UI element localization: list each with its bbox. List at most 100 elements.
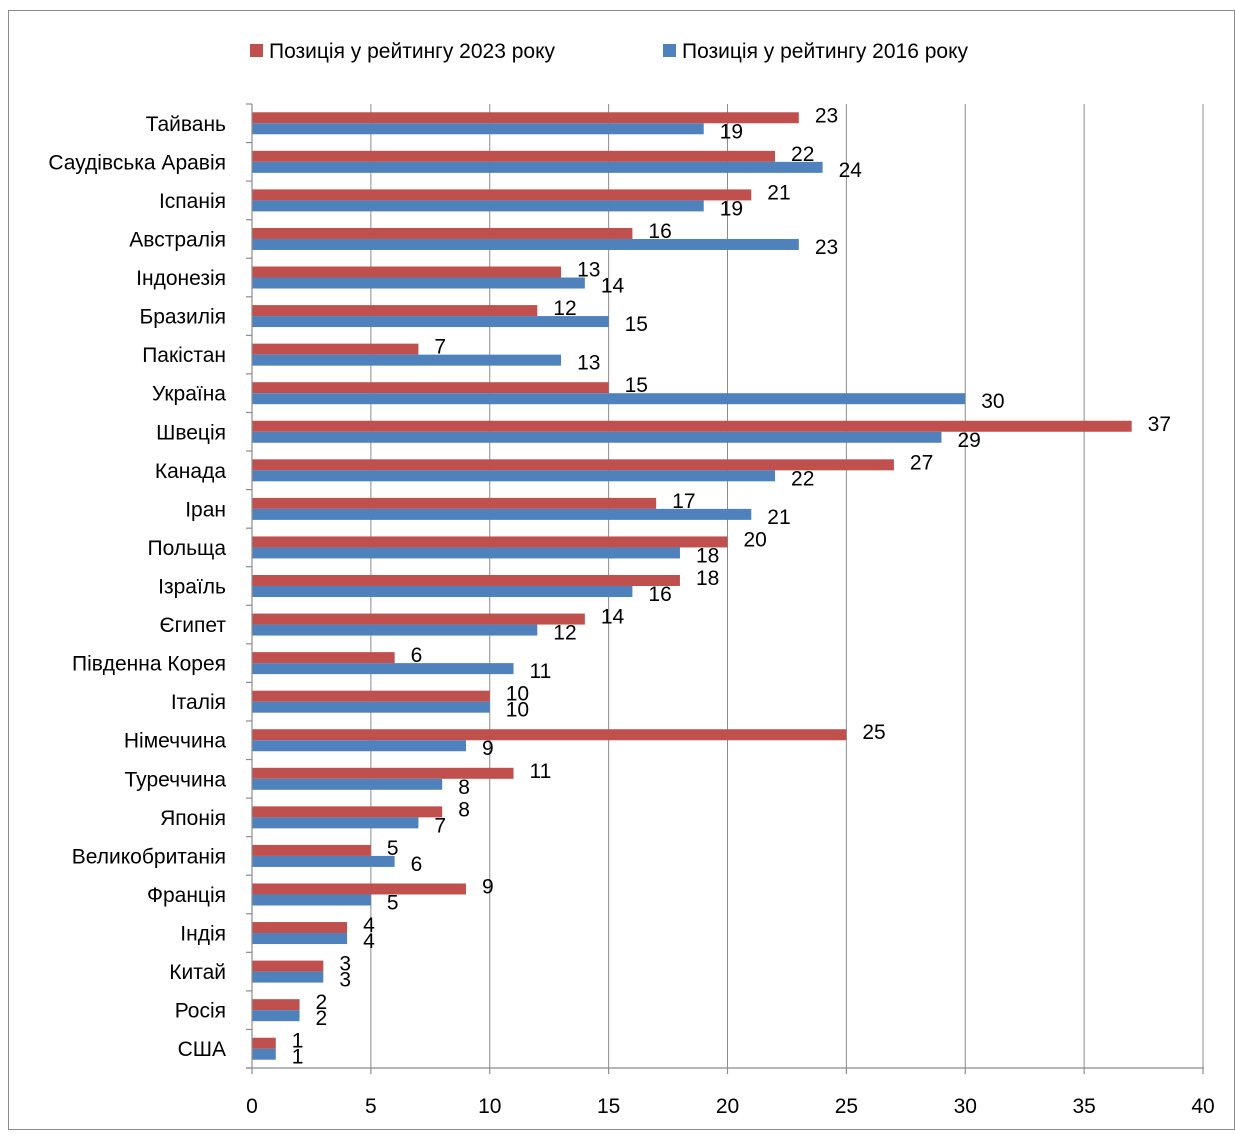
data-label-2023: 8 [458,798,470,821]
category-label: Пакістан [142,344,226,367]
data-label-2016: 5 [387,891,399,914]
bar-2016 [252,894,371,905]
data-label-2016: 24 [839,159,863,182]
data-label-2023: 5 [387,837,399,860]
bar-2016 [252,162,823,173]
bar-2023 [252,691,490,702]
bar-2016 [252,432,941,443]
bar-2023 [252,768,514,779]
data-label-2023: 21 [767,181,790,204]
category-label: Індонезія [136,267,226,290]
data-label-2023: 11 [530,760,552,783]
legend-label: Позиція у рейтингу 2023 року [269,40,555,63]
bar-2023 [252,536,728,547]
bar-2023 [252,652,395,663]
data-label-2016: 21 [767,506,790,529]
category-label: Туреччина [125,768,227,791]
data-label-2016: 8 [458,776,470,799]
data-label-2016: 18 [696,544,719,567]
legend-swatch [663,44,676,57]
category-label: Канада [155,460,226,483]
category-label: Саудівська Аравія [48,151,226,174]
data-label-2016: 1 [292,1046,304,1069]
bar-2023 [252,961,323,972]
data-label-2016: 3 [339,969,351,992]
bar-2023 [252,267,561,278]
bar-2023 [252,883,466,894]
data-label-2016: 14 [601,275,625,298]
data-label-2016: 9 [482,737,494,760]
category-label: Швеція [156,421,226,444]
x-tick-label: 35 [1072,1095,1095,1118]
data-label-2023: 27 [910,451,933,474]
bar-2023 [252,421,1132,432]
category-label: Ізраїль [158,576,226,599]
bar-2023 [252,344,418,355]
category-label: Росія [175,1000,226,1023]
bar-2016 [252,586,632,597]
bar-2023 [252,1038,276,1049]
category-label: Єгипет [160,614,227,637]
category-label: Франція [147,884,226,907]
bar-2016 [252,702,490,713]
data-label-2023: 17 [672,490,695,513]
category-label: Іран [185,498,226,521]
bar-2023 [252,228,632,239]
category-label: Німеччина [124,730,226,753]
x-tick-label: 25 [835,1095,858,1118]
x-tick-label: 15 [597,1095,620,1118]
category-label: Іспанія [159,190,226,213]
category-label: Бразилія [139,306,226,329]
category-label: Тайвань [146,113,226,136]
bar-2023 [252,729,846,740]
bar-2016 [252,200,704,211]
x-tick-label: 10 [478,1095,501,1118]
x-tick-label: 5 [365,1095,377,1118]
data-label-2023: 9 [482,875,494,898]
category-label: Польща [148,537,227,560]
category-label: Австралія [129,228,226,251]
data-label-2023: 15 [625,374,648,397]
bar-2023 [252,151,775,162]
x-tick-label: 30 [954,1095,977,1118]
data-label-2023: 13 [577,259,600,282]
data-label-2016: 13 [577,352,600,375]
data-label-2023: 14 [601,606,625,629]
legend-label: Позиція у рейтингу 2016 року [682,40,968,63]
data-label-2016: 19 [720,197,743,220]
category-label: Південна Корея [72,653,226,676]
category-label: Італія [171,691,226,714]
data-label-2016: 10 [506,699,529,722]
bar-2016 [252,278,585,289]
bar-2016 [252,355,561,366]
bar-2023 [252,922,347,933]
bar-2023 [252,189,751,200]
data-label-2016: 16 [648,583,671,606]
data-label-2016: 2 [316,1007,328,1030]
data-label-2023: 22 [791,143,814,166]
bar-2016 [252,625,537,636]
bar-2016 [252,933,347,944]
data-label-2023: 18 [696,567,719,590]
data-label-2023: 37 [1148,413,1171,436]
data-label-2016: 12 [553,622,576,645]
category-label: Великобританія [72,845,226,868]
data-label-2023: 6 [411,644,423,667]
bar-2016 [252,817,418,828]
bar-2023 [252,614,585,625]
data-label-2023: 23 [815,104,838,127]
category-label: Китай [169,961,226,984]
bar-2023 [252,575,680,586]
bar-2016 [252,1049,276,1060]
bar-2016 [252,740,466,751]
data-label-2016: 7 [434,814,446,837]
data-label-2023: 12 [553,297,576,320]
x-tick-label: 0 [246,1095,258,1118]
bar-2016 [252,470,775,481]
data-label-2016: 30 [981,390,1004,413]
category-label: Україна [152,383,226,406]
legend-swatch [250,44,263,57]
bar-2023 [252,305,537,316]
data-label-2016: 6 [411,853,423,876]
